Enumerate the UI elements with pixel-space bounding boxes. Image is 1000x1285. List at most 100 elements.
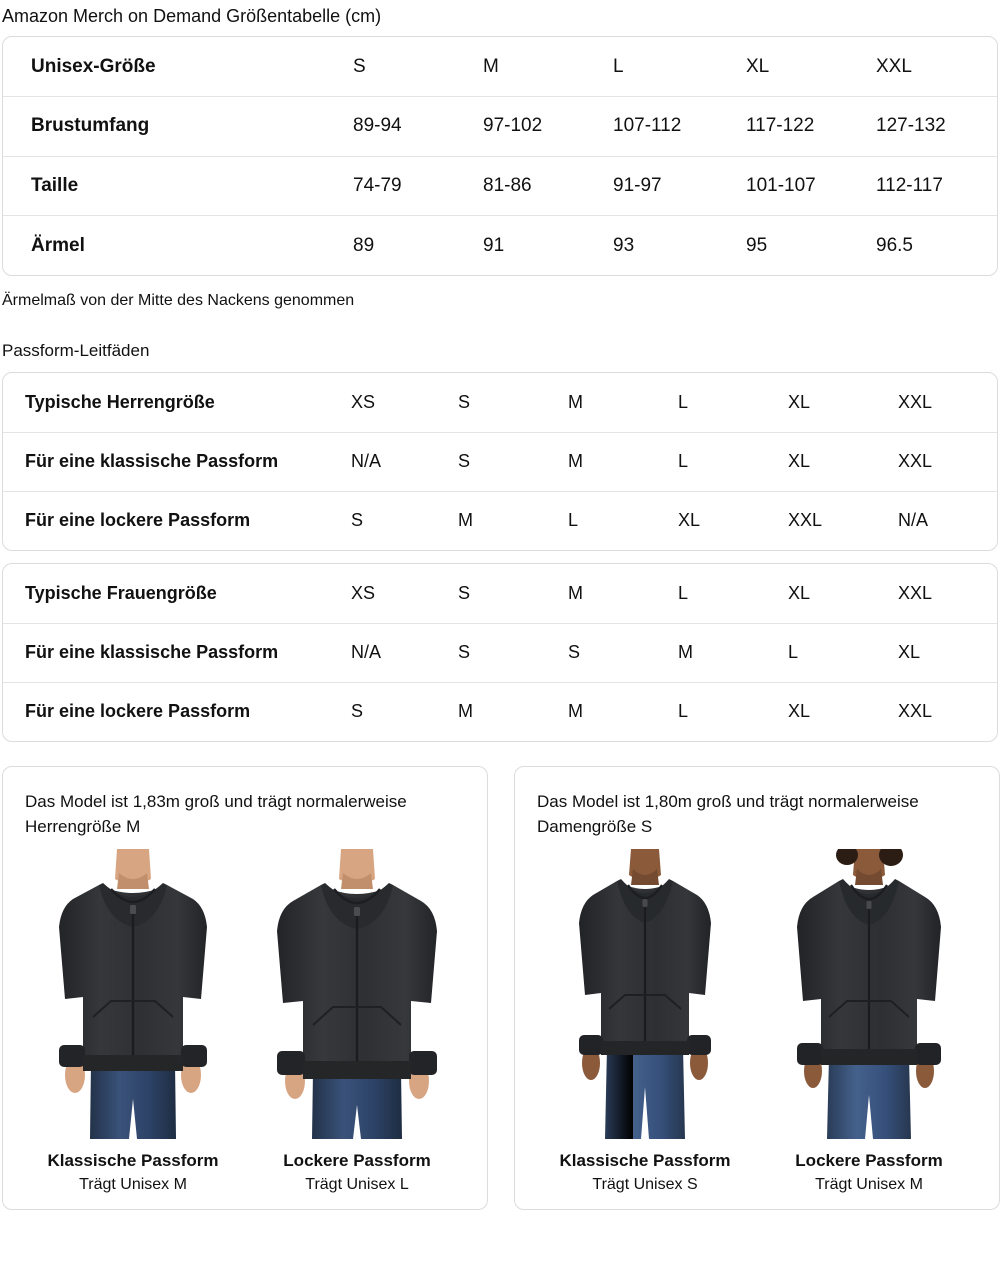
cell-waist-m: 81-86 [483, 155, 613, 216]
cell-mens-relaxed-4: XL [678, 490, 788, 550]
cell-chest-xl: 117-122 [746, 96, 876, 156]
cell-womens-classic-1: N/A [351, 622, 458, 682]
cell-womens-typical-4: L [678, 582, 689, 603]
female-model-classic-hoodie-icon [579, 849, 711, 1139]
womens-fit-table-card: Typische Frauengröße XS S M L XL XXL Für… [2, 563, 998, 742]
table-row: Für eine klassische Passform N/A S M L X… [3, 431, 997, 491]
cell-womens-relaxed-5: XL [788, 681, 898, 741]
cell-mens-relaxed-6: N/A [898, 490, 997, 550]
male-classic-fit-photo [33, 849, 233, 1139]
female-classic-label-col: Klassische Passform Trägt Unisex S [545, 1149, 745, 1197]
cell-mens-classic-6: XXL [898, 431, 997, 491]
table-row: Unisex-Größe S M L XL XXL [3, 37, 997, 97]
male-model-classic-hoodie-icon [59, 849, 207, 1139]
cell-mens-typical-2: S [458, 391, 471, 412]
female-classic-fit-name: Klassische Passform [559, 1151, 731, 1170]
cell-waist-xl: 101-107 [746, 155, 876, 216]
cell-size-xxl: XXL [876, 55, 912, 77]
cell-chest-m: 97-102 [483, 96, 613, 156]
cell-mens-classic-5: XL [788, 431, 898, 491]
cell-mens-relaxed-2: M [458, 490, 568, 550]
female-relaxed-fit-wears: Trägt Unisex M [815, 1176, 923, 1193]
model-cards-row: Das Model ist 1,83m groß und trägt norma… [2, 766, 1000, 1210]
female-model-description: Das Model ist 1,80m groß und trägt norma… [537, 792, 919, 836]
female-relaxed-fit-name: Lockere Passform [795, 1151, 943, 1170]
cell-size-xl: XL [746, 55, 770, 77]
row-label-typical-mens-size: Typische Herrengröße [25, 391, 215, 412]
male-model-labels: Klassische Passform Trägt Unisex M Locke… [25, 1149, 465, 1197]
cell-womens-relaxed-3: M [568, 681, 678, 741]
female-classic-fit-wears: Trägt Unisex S [592, 1176, 698, 1193]
male-relaxed-fit-name: Lockere Passform [283, 1151, 431, 1170]
male-classic-fit-name: Klassische Passform [47, 1151, 219, 1170]
table-row: Für eine lockere Passform S M M L XL XXL [3, 681, 997, 741]
cell-mens-typical-1: XS [351, 391, 376, 412]
cell-sleeve-l: 93 [613, 215, 746, 275]
row-label-womens-classic-fit: Für eine klassische Passform [3, 622, 351, 682]
row-label-mens-relaxed-fit: Für eine lockere Passform [3, 490, 351, 550]
measurements-table: Unisex-Größe S M L XL XXL Brustumfang 89… [3, 37, 997, 275]
table-row: Brustumfang 89-94 97-102 107-112 117-122… [3, 96, 997, 156]
cell-womens-typical-3: M [568, 582, 583, 603]
table-gap [0, 551, 1000, 563]
model-card-female: Das Model ist 1,80m groß und trägt norma… [514, 766, 1000, 1210]
female-relaxed-label-col: Lockere Passform Trägt Unisex M [769, 1149, 969, 1197]
row-label-sleeve: Ärmel [3, 215, 353, 275]
cell-womens-relaxed-4: L [678, 681, 788, 741]
male-relaxed-label-col: Lockere Passform Trägt Unisex L [257, 1149, 457, 1197]
cell-womens-classic-3: S [568, 622, 678, 682]
cell-mens-classic-3: M [568, 431, 678, 491]
cell-chest-s: 89-94 [353, 96, 483, 156]
table-row: Typische Herrengröße XS S M L XL XXL [3, 373, 997, 432]
cell-chest-xxl: 127-132 [876, 96, 997, 156]
measurements-table-card: Unisex-Größe S M L XL XXL Brustumfang 89… [2, 36, 998, 276]
cell-sleeve-xl: 95 [746, 215, 876, 275]
table-row: Ärmel 89 91 93 95 96.5 [3, 215, 997, 275]
cell-size-s: S [353, 55, 366, 77]
row-label-womens-relaxed-fit: Für eine lockere Passform [3, 681, 351, 741]
mens-fit-table-card: Typische Herrengröße XS S M L XL XXL Für… [2, 372, 998, 551]
male-classic-label-col: Klassische Passform Trägt Unisex M [33, 1149, 233, 1197]
table-row: Für eine lockere Passform S M L XL XXL N… [3, 490, 997, 550]
cell-womens-classic-4: M [678, 622, 788, 682]
male-classic-fit-wears: Trägt Unisex M [79, 1176, 187, 1193]
womens-fit-table: Typische Frauengröße XS S M L XL XXL Für… [3, 564, 997, 741]
row-label-waist: Taille [3, 155, 353, 216]
female-model-relaxed-hoodie-icon [797, 849, 941, 1139]
cell-waist-s: 74-79 [353, 155, 483, 216]
table-row: Taille 74-79 81-86 91-97 101-107 112-117 [3, 155, 997, 216]
table-row: Typische Frauengröße XS S M L XL XXL [3, 564, 997, 623]
cell-waist-l: 91-97 [613, 155, 746, 216]
cell-mens-typical-5: XL [788, 391, 811, 412]
cell-womens-typical-6: XXL [898, 582, 933, 603]
male-model-relaxed-hoodie-icon [277, 849, 437, 1139]
male-relaxed-fit-photo [257, 849, 457, 1139]
cell-size-l: L [613, 55, 624, 77]
row-label-typical-womens-size: Typische Frauengröße [25, 582, 217, 603]
male-relaxed-fit-wears: Trägt Unisex L [305, 1176, 409, 1193]
cell-mens-typical-4: L [678, 391, 689, 412]
cell-mens-classic-2: S [458, 431, 568, 491]
cell-waist-xxl: 112-117 [876, 155, 997, 216]
cell-womens-typical-5: XL [788, 582, 811, 603]
row-label-mens-classic-fit: Für eine klassische Passform [3, 431, 351, 491]
cell-womens-typical-1: XS [351, 582, 376, 603]
cell-sleeve-s: 89 [353, 215, 483, 275]
female-classic-fit-photo [545, 849, 745, 1139]
female-relaxed-fit-photo [769, 849, 969, 1139]
mens-fit-table: Typische Herrengröße XS S M L XL XXL Für… [3, 373, 997, 550]
fit-guide-heading: Passform-Leitfäden [2, 341, 150, 360]
cell-womens-relaxed-6: XXL [898, 681, 997, 741]
cell-sleeve-m: 91 [483, 215, 613, 275]
cell-mens-typical-3: M [568, 391, 583, 412]
table-row: Für eine klassische Passform N/A S S M L… [3, 622, 997, 682]
cell-womens-relaxed-1: S [351, 681, 458, 741]
cell-mens-relaxed-1: S [351, 490, 458, 550]
cell-mens-classic-1: N/A [351, 431, 458, 491]
cell-womens-classic-2: S [458, 622, 568, 682]
cell-sleeve-xxl: 96.5 [876, 215, 997, 275]
cell-mens-relaxed-5: XXL [788, 490, 898, 550]
cell-womens-typical-2: S [458, 582, 471, 603]
cell-size-m: M [483, 55, 499, 77]
